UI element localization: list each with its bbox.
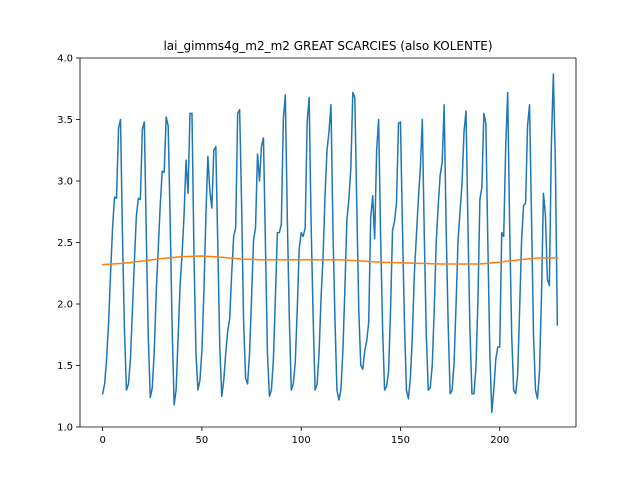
x-tick-label: 100 bbox=[292, 435, 311, 446]
series-line-1 bbox=[101, 73, 559, 413]
x-tick-label: 200 bbox=[490, 435, 509, 446]
y-tick-label: 3.5 bbox=[57, 115, 73, 126]
y-tick-label: 2.5 bbox=[57, 238, 73, 249]
series-line-2 bbox=[101, 255, 559, 266]
chart-title: lai_gimms4g_m2_m2 GREAT SCARCIES (also K… bbox=[163, 39, 492, 53]
axes: 0 50 100 150 200 1.0 1.5 2.0 2.5 3.0 3.5 4.0 bbox=[57, 54, 577, 446]
x-tick-label: 50 bbox=[196, 435, 209, 446]
y-tick-label: 4.0 bbox=[57, 54, 73, 65]
y-tick-label: 2.0 bbox=[57, 300, 73, 311]
y-tick-label: 1.0 bbox=[57, 423, 73, 434]
x-tick-label: 150 bbox=[391, 435, 410, 446]
plot-lines bbox=[101, 73, 559, 413]
y-tick-label: 3.0 bbox=[57, 177, 73, 188]
x-tick-label: 0 bbox=[99, 435, 105, 446]
y-tick-label: 1.5 bbox=[57, 361, 73, 372]
